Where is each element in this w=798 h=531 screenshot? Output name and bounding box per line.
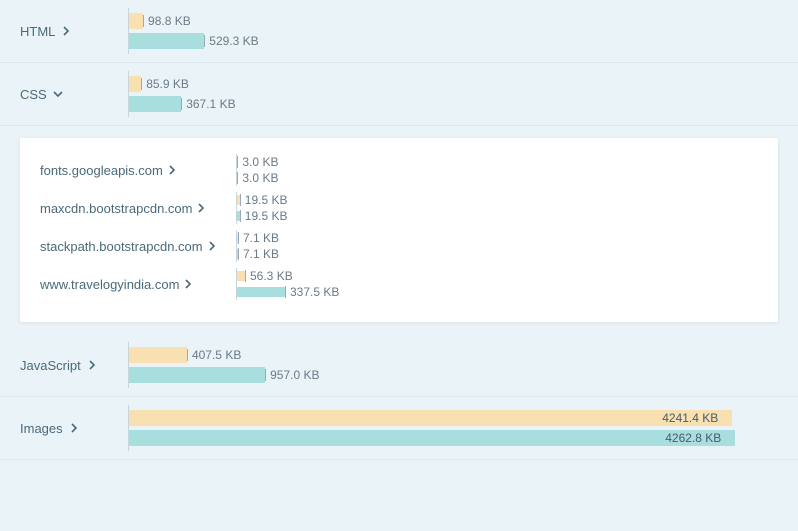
bar-a xyxy=(129,347,187,363)
resource-row-images: Images 4241.4 KB 4262.8 KB xyxy=(0,397,798,460)
sub-row-toggle[interactable]: www.travelogyindia.com xyxy=(36,277,236,292)
bar-pair: 4241.4 KB 4262.8 KB xyxy=(129,409,778,447)
row-label: Images xyxy=(20,421,63,436)
chart-area: 98.8 KB 529.3 KB xyxy=(128,8,798,54)
sub-row-label: maxcdn.bootstrapcdn.com xyxy=(40,201,192,216)
sub-bar-pair: 7.1 KB 7.1 KB xyxy=(237,230,762,262)
sub-row: maxcdn.bootstrapcdn.com 19.5 KB 19.5 KB xyxy=(36,192,762,224)
row-toggle-javascript[interactable]: JavaScript xyxy=(0,358,128,373)
resource-row-javascript: JavaScript 407.5 KB 957.0 KB xyxy=(0,334,798,397)
chevron-down-icon xyxy=(53,89,63,99)
bar-value-a: 4241.4 KB xyxy=(660,411,718,425)
bar-value-b: 7.1 KB xyxy=(241,247,279,261)
chart-area: 85.9 KB 367.1 KB xyxy=(128,71,798,117)
bar-a xyxy=(129,76,141,92)
bar-value-b: 19.5 KB xyxy=(243,209,288,223)
chevron-right-icon xyxy=(167,165,177,175)
bar-value-a: 407.5 KB xyxy=(190,348,241,362)
chart-area: 7.1 KB 7.1 KB xyxy=(236,230,762,262)
sub-bar-pair: 19.5 KB 19.5 KB xyxy=(237,192,762,224)
bar-b xyxy=(129,33,204,49)
chart-area: 407.5 KB 957.0 KB xyxy=(128,342,798,388)
bar-a xyxy=(129,13,143,29)
expanded-panel-css: fonts.googleapis.com 3.0 KB 3.0 KB maxcd… xyxy=(20,138,778,322)
chevron-right-icon xyxy=(183,279,193,289)
row-toggle-html[interactable]: HTML xyxy=(0,24,128,39)
bar-value-b: 337.5 KB xyxy=(288,285,339,299)
bar-pair: 85.9 KB 367.1 KB xyxy=(129,75,778,113)
bar-b xyxy=(129,430,735,446)
bar-b xyxy=(129,367,265,383)
chart-area: 56.3 KB 337.5 KB xyxy=(236,268,762,300)
bar-value-a: 85.9 KB xyxy=(144,77,189,91)
chevron-right-icon xyxy=(196,203,206,213)
chevron-right-icon xyxy=(61,26,71,36)
sub-row-label: www.travelogyindia.com xyxy=(40,277,179,292)
sub-row-label: fonts.googleapis.com xyxy=(40,163,163,178)
bar-value-a: 98.8 KB xyxy=(146,14,191,28)
sub-row: fonts.googleapis.com 3.0 KB 3.0 KB xyxy=(36,154,762,186)
bar-value-a: 19.5 KB xyxy=(243,193,288,207)
bar-value-b: 4262.8 KB xyxy=(663,431,721,445)
bar-a xyxy=(237,271,245,281)
sub-bar-pair: 56.3 KB 337.5 KB xyxy=(237,268,762,300)
sub-row-toggle[interactable]: stackpath.bootstrapcdn.com xyxy=(36,239,236,254)
sub-row-toggle[interactable]: maxcdn.bootstrapcdn.com xyxy=(36,201,236,216)
bar-pair: 407.5 KB 957.0 KB xyxy=(129,346,778,384)
bar-value-a: 56.3 KB xyxy=(248,269,293,283)
sub-row-toggle[interactable]: fonts.googleapis.com xyxy=(36,163,236,178)
bar-value-b: 367.1 KB xyxy=(184,97,235,111)
chevron-right-icon xyxy=(87,360,97,370)
bar-b xyxy=(129,96,181,112)
bar-value-b: 529.3 KB xyxy=(207,34,258,48)
bar-a xyxy=(129,410,732,426)
row-label: HTML xyxy=(20,24,55,39)
chart-area: 19.5 KB 19.5 KB xyxy=(236,192,762,224)
bar-value-a: 7.1 KB xyxy=(241,231,279,245)
bar-value-b: 3.0 KB xyxy=(240,171,278,185)
sub-row: www.travelogyindia.com 56.3 KB 337.5 KB xyxy=(36,268,762,300)
sub-bar-pair: 3.0 KB 3.0 KB xyxy=(237,154,762,186)
bar-value-b: 957.0 KB xyxy=(268,368,319,382)
row-label: JavaScript xyxy=(20,358,81,373)
chart-area: 3.0 KB 3.0 KB xyxy=(236,154,762,186)
row-toggle-images[interactable]: Images xyxy=(0,421,128,436)
chart-area: 4241.4 KB 4262.8 KB xyxy=(128,405,798,451)
bar-b xyxy=(237,287,285,297)
bar-value-a: 3.0 KB xyxy=(240,155,278,169)
row-toggle-css[interactable]: CSS xyxy=(0,87,128,102)
sub-row: stackpath.bootstrapcdn.com 7.1 KB 7.1 KB xyxy=(36,230,762,262)
row-label: CSS xyxy=(20,87,47,102)
bar-pair: 98.8 KB 529.3 KB xyxy=(129,12,778,50)
sub-row-label: stackpath.bootstrapcdn.com xyxy=(40,239,203,254)
chevron-right-icon xyxy=(69,423,79,433)
resource-row-html: HTML 98.8 KB 529.3 KB xyxy=(0,0,798,63)
chevron-right-icon xyxy=(207,241,217,251)
resource-row-css: CSS 85.9 KB 367.1 KB xyxy=(0,63,798,126)
